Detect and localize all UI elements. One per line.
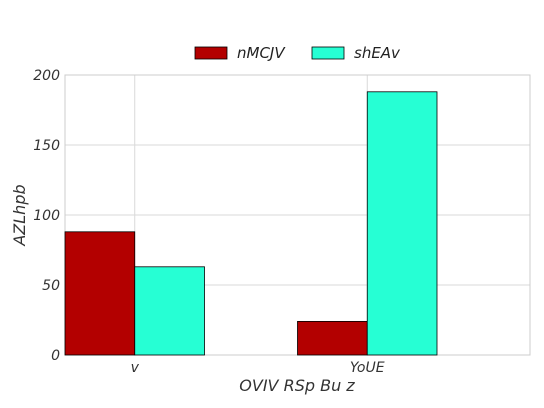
legend: nMCJV shEAv [194, 44, 401, 62]
y-tick-label: 200 [33, 68, 60, 84]
bars [64, 91, 438, 356]
y-axis-ticks: 0 50 100 150 200 [33, 68, 60, 364]
legend-label-nMCJV: nMCJV [237, 44, 286, 62]
bar-shEAv-YoUE [366, 91, 438, 356]
x-tick-label: YoUE [350, 360, 385, 376]
x-tick-label: v [131, 360, 140, 376]
legend-swatch-shEAv [311, 46, 345, 60]
y-tick-label: 50 [42, 278, 60, 294]
bar-shEAv-v [134, 266, 205, 356]
y-tick-label: 150 [33, 138, 60, 154]
legend-label-shEAv: shEAv [354, 44, 401, 62]
y-tick-label: 0 [51, 348, 60, 364]
y-axis-label: AZLhpb [10, 184, 29, 246]
legend-swatch-nMCJV [194, 46, 228, 60]
x-axis-ticks: v YoUE [131, 360, 385, 376]
y-tick-label: 100 [33, 208, 60, 224]
bar-nMCJV-v [64, 231, 136, 356]
bar-nMCJV-YoUE [297, 320, 368, 356]
x-axis-label: OVIV RSp Bu z [239, 376, 355, 395]
